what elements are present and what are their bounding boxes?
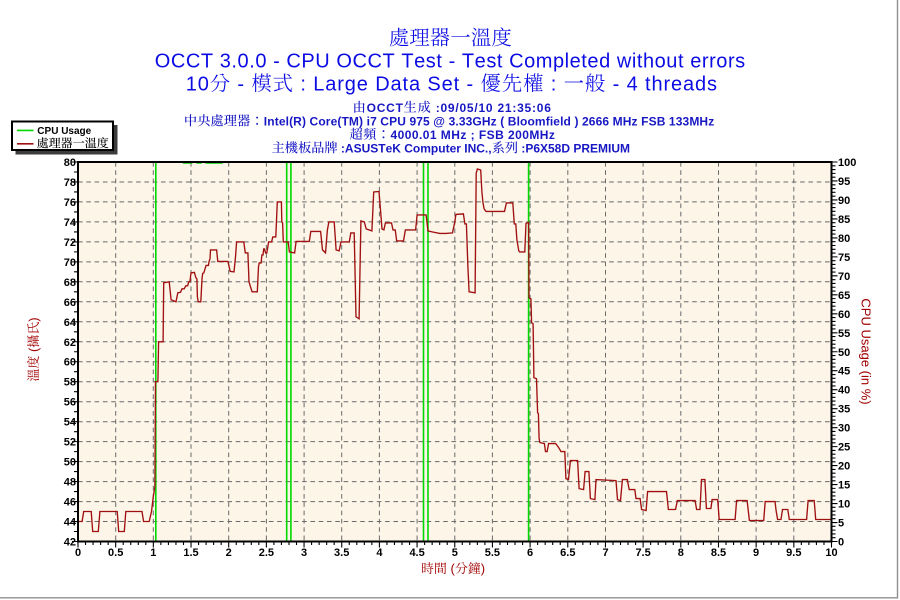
svg-text:35: 35 [838, 404, 850, 416]
svg-text:80: 80 [64, 157, 76, 169]
svg-text::ASUSTeK Computer INC.,: :ASUSTeK Computer INC., [338, 141, 492, 155]
svg-text::P6X58D PREMIUM: :P6X58D PREMIUM [518, 141, 630, 155]
svg-text:9.5: 9.5 [786, 547, 801, 559]
svg-text:4: 4 [376, 547, 383, 559]
svg-text:60: 60 [64, 357, 76, 369]
svg-text:6: 6 [527, 547, 533, 559]
svg-text:10: 10 [838, 499, 850, 511]
svg-text:15: 15 [838, 480, 850, 492]
svg-text:3: 3 [301, 547, 307, 559]
svg-text:7.5: 7.5 [635, 547, 650, 559]
svg-text:1: 1 [150, 547, 156, 559]
svg-text:CPU Usage (in %): CPU Usage (in %) [859, 298, 874, 404]
svg-text:75: 75 [838, 252, 850, 264]
svg-text:2.5: 2.5 [259, 547, 274, 559]
svg-text:54: 54 [64, 417, 77, 429]
svg-text:5: 5 [452, 547, 458, 559]
svg-text:85: 85 [838, 214, 850, 226]
svg-text:CPU Usage: CPU Usage [37, 126, 91, 137]
svg-text:65: 65 [838, 290, 850, 302]
svg-text::09/05/10 21:35:06: :09/05/10 21:35:06 [432, 101, 552, 115]
svg-text:55: 55 [838, 328, 850, 340]
svg-text:60: 60 [838, 309, 850, 321]
svg-text:3.5: 3.5 [334, 547, 349, 559]
svg-text:44: 44 [64, 517, 77, 529]
svg-text:95: 95 [838, 176, 850, 188]
svg-text:4.5: 4.5 [409, 547, 424, 559]
svg-text:30: 30 [838, 423, 850, 435]
svg-text:25: 25 [838, 442, 850, 454]
svg-text:70: 70 [838, 271, 850, 283]
svg-text:OCCT: OCCT [367, 101, 404, 115]
svg-text:66: 66 [64, 297, 76, 309]
svg-text:72: 72 [64, 237, 76, 249]
svg-text:6.5: 6.5 [560, 547, 575, 559]
svg-text:(: ( [26, 347, 41, 356]
svg-text:0.5: 0.5 [108, 547, 123, 559]
svg-text:42: 42 [64, 537, 76, 549]
svg-text:76: 76 [64, 197, 76, 209]
svg-text:): ) [481, 561, 485, 576]
svg-text:74: 74 [64, 217, 77, 229]
svg-text:100: 100 [838, 157, 856, 169]
svg-text:10: 10 [825, 547, 837, 559]
svg-text:- 4 threads: - 4 threads [606, 74, 718, 96]
svg-text::: : [544, 74, 563, 96]
svg-text:: Large Data Set -: : Large Data Set - [294, 74, 481, 96]
svg-text:-: - [231, 74, 251, 96]
svg-text:62: 62 [64, 337, 76, 349]
svg-text:50: 50 [64, 457, 76, 469]
svg-text:8.5: 8.5 [711, 547, 726, 559]
svg-text:Intel(R) Core(TM) i7 CPU 975 @: Intel(R) Core(TM) i7 CPU 975 @ 3.33GHz (… [264, 114, 715, 128]
svg-text:5.5: 5.5 [485, 547, 500, 559]
svg-text:70: 70 [64, 257, 76, 269]
svg-text:0: 0 [75, 547, 81, 559]
svg-text:48: 48 [64, 477, 76, 489]
svg-text:OCCT 3.0.0 - CPU OCCT Test - T: OCCT 3.0.0 - CPU OCCT Test - Test Comple… [155, 51, 746, 73]
svg-text:78: 78 [64, 177, 76, 189]
svg-text:68: 68 [64, 277, 76, 289]
svg-text:80: 80 [838, 233, 850, 245]
svg-text:0: 0 [838, 537, 844, 549]
svg-text:56: 56 [64, 397, 76, 409]
svg-text:5: 5 [838, 518, 844, 530]
svg-text:4000.01 MHz ; FSB 200MHz: 4000.01 MHz ; FSB 200MHz [391, 128, 556, 142]
svg-text:9: 9 [753, 547, 759, 559]
svg-text:10: 10 [186, 74, 210, 96]
svg-text:46: 46 [64, 497, 76, 509]
svg-text:1.5: 1.5 [183, 547, 198, 559]
svg-text:52: 52 [64, 437, 76, 449]
svg-text:): ) [26, 317, 41, 321]
svg-text:40: 40 [838, 385, 850, 397]
svg-text:20: 20 [838, 461, 850, 473]
svg-text:50: 50 [838, 347, 850, 359]
svg-text:90: 90 [838, 195, 850, 207]
svg-text:2: 2 [226, 547, 232, 559]
svg-text:8: 8 [678, 547, 684, 559]
svg-text:58: 58 [64, 377, 76, 389]
svg-text:64: 64 [64, 317, 77, 329]
svg-text:(: ( [447, 561, 456, 576]
svg-text:45: 45 [838, 366, 850, 378]
svg-text:7: 7 [602, 547, 608, 559]
